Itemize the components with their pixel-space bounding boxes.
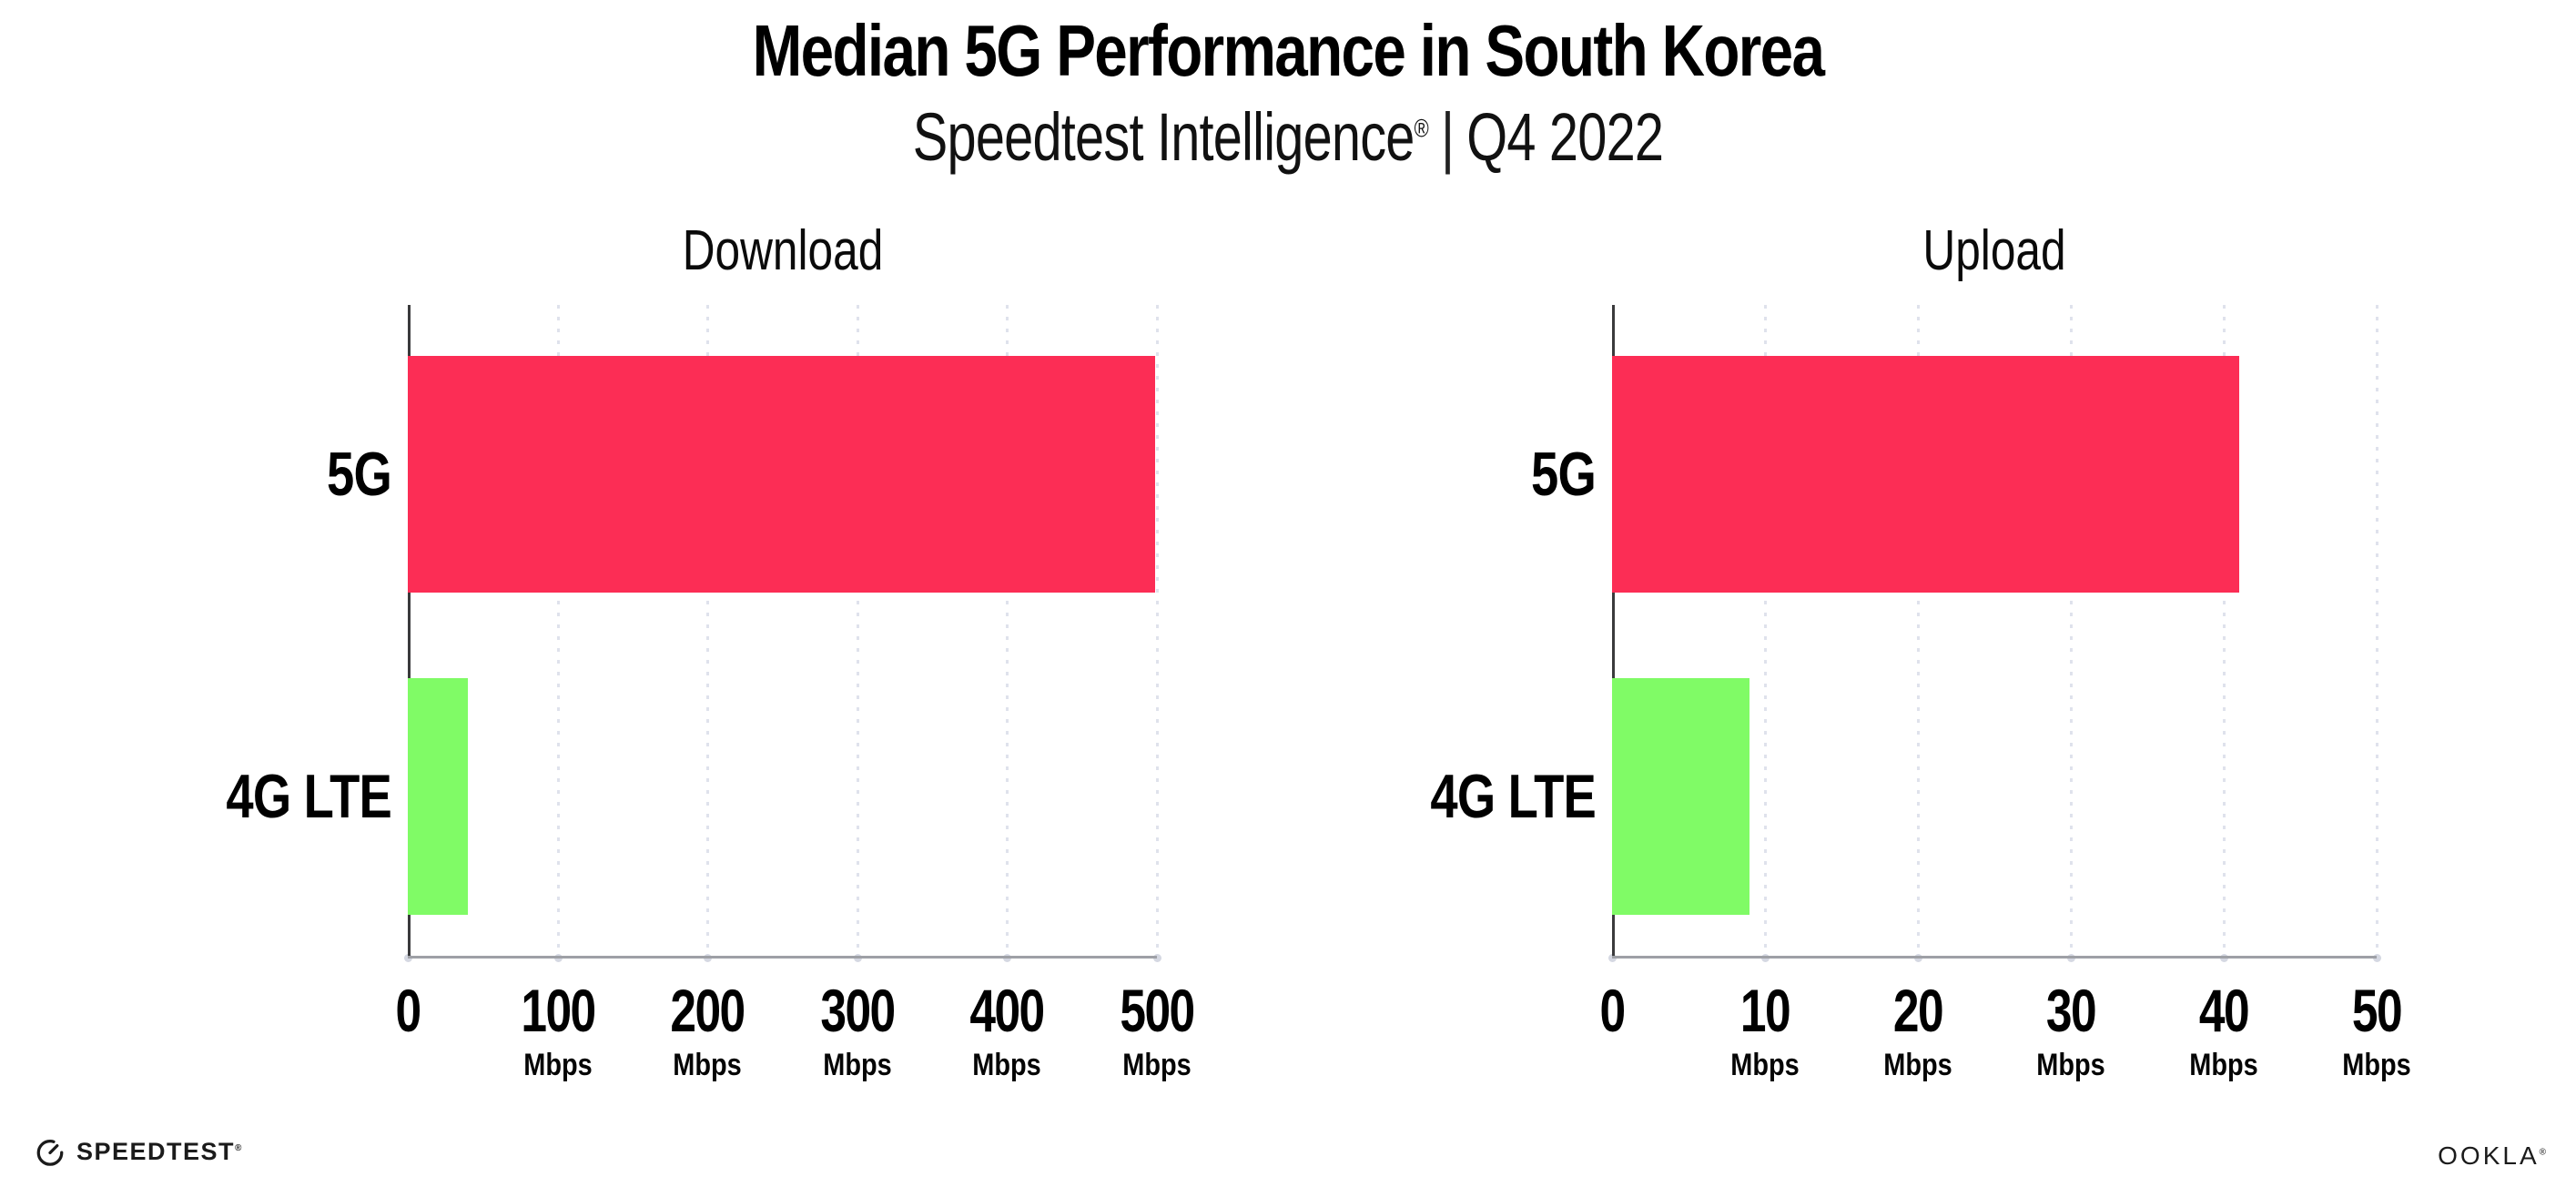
x-tick-label-download-100: 100: [520, 977, 596, 1044]
subtitle-brand: Speedtest Intelligence: [912, 99, 1415, 175]
gridline-upload-30: [2070, 305, 2073, 959]
x-tick-unit-upload-50: Mbps: [2342, 1048, 2411, 1082]
x-tick-unit-download-400: Mbps: [972, 1048, 1042, 1082]
speedtest-gauge-icon: [35, 1136, 66, 1167]
ookla-wordmark: OOKLA: [2438, 1141, 2540, 1170]
x-tick-unit-download-500: Mbps: [1122, 1048, 1192, 1082]
x-axis-line-upload: [1612, 956, 2377, 959]
y-axis-spine-upload: [1612, 305, 1615, 959]
x-tick-label-download-400: 400: [969, 977, 1046, 1044]
gridline-upload-10: [1764, 305, 1767, 959]
ookla-registered-icon: ®: [2539, 1147, 2549, 1158]
x-tick-unit-upload-40: Mbps: [2189, 1048, 2258, 1082]
x-tick-label-download-300: 300: [820, 977, 896, 1044]
page-subtitle: Speedtest Intelligence® | Q4 2022: [283, 98, 2292, 176]
axis-tick-dot: [1153, 954, 1161, 962]
gridline-upload-40: [2223, 305, 2226, 959]
chart-title-download: Download: [682, 219, 883, 282]
x-tick-label-upload-10: 10: [1739, 977, 1791, 1044]
subtitle-divider: |: [1440, 99, 1455, 175]
x-tick-unit-upload-20: Mbps: [1883, 1048, 1952, 1082]
x-axis-line-download: [408, 956, 1157, 959]
gridline-upload-20: [1917, 305, 1920, 959]
category-label-download-4g-lte: 4G LTE: [226, 762, 391, 831]
x-tick-unit-download-300: Mbps: [823, 1048, 892, 1082]
speedtest-wordmark: SPEEDTEST®: [76, 1137, 243, 1165]
gridline-download-100: [556, 305, 560, 959]
x-tick-label-upload-0: 0: [1599, 977, 1626, 1044]
speedtest-registered-icon: ®: [235, 1142, 243, 1153]
gridline-upload-50: [2376, 305, 2378, 959]
x-tick-unit-upload-10: Mbps: [1730, 1048, 1800, 1082]
registered-trademark-icon: ®: [1414, 114, 1429, 143]
x-tick-label-download-0: 0: [395, 977, 421, 1044]
x-tick-label-upload-20: 20: [1892, 977, 1944, 1044]
category-label-download-5g: 5G: [327, 440, 392, 509]
category-label-upload-5g: 5G: [1531, 440, 1597, 509]
bar-upload-5g: [1612, 356, 2239, 593]
gridline-download-300: [856, 305, 859, 959]
subtitle-period: Q4 2022: [1466, 99, 1664, 175]
x-tick-unit-upload-30: Mbps: [2036, 1048, 2105, 1082]
bar-upload-4g-lte: [1612, 678, 1750, 915]
x-tick-label-download-200: 200: [670, 977, 746, 1044]
page-title: Median 5G Performance in South Korea: [752, 10, 1825, 91]
x-tick-label-upload-30: 30: [2045, 977, 2097, 1044]
axis-tick-dot: [2373, 954, 2381, 962]
gridline-download-500: [1156, 305, 1159, 959]
gridline-download-200: [706, 305, 710, 959]
x-tick-unit-download-200: Mbps: [673, 1048, 742, 1082]
ookla-logo: OOKLA®: [2438, 1141, 2549, 1171]
category-label-upload-4g-lte: 4G LTE: [1430, 762, 1596, 831]
x-tick-label-download-500: 500: [1120, 977, 1195, 1044]
speedtest-logo: SPEEDTEST®: [35, 1136, 243, 1167]
x-tick-unit-download-100: Mbps: [522, 1048, 593, 1082]
gridline-download-400: [1006, 305, 1009, 959]
bar-download-5g: [408, 356, 1156, 593]
y-axis-spine-download: [408, 305, 411, 959]
bar-download-4g-lte: [408, 678, 468, 915]
x-tick-label-upload-40: 40: [2198, 977, 2250, 1044]
x-tick-label-upload-50: 50: [2351, 977, 2403, 1044]
chart-title-upload: Upload: [1922, 219, 2066, 282]
